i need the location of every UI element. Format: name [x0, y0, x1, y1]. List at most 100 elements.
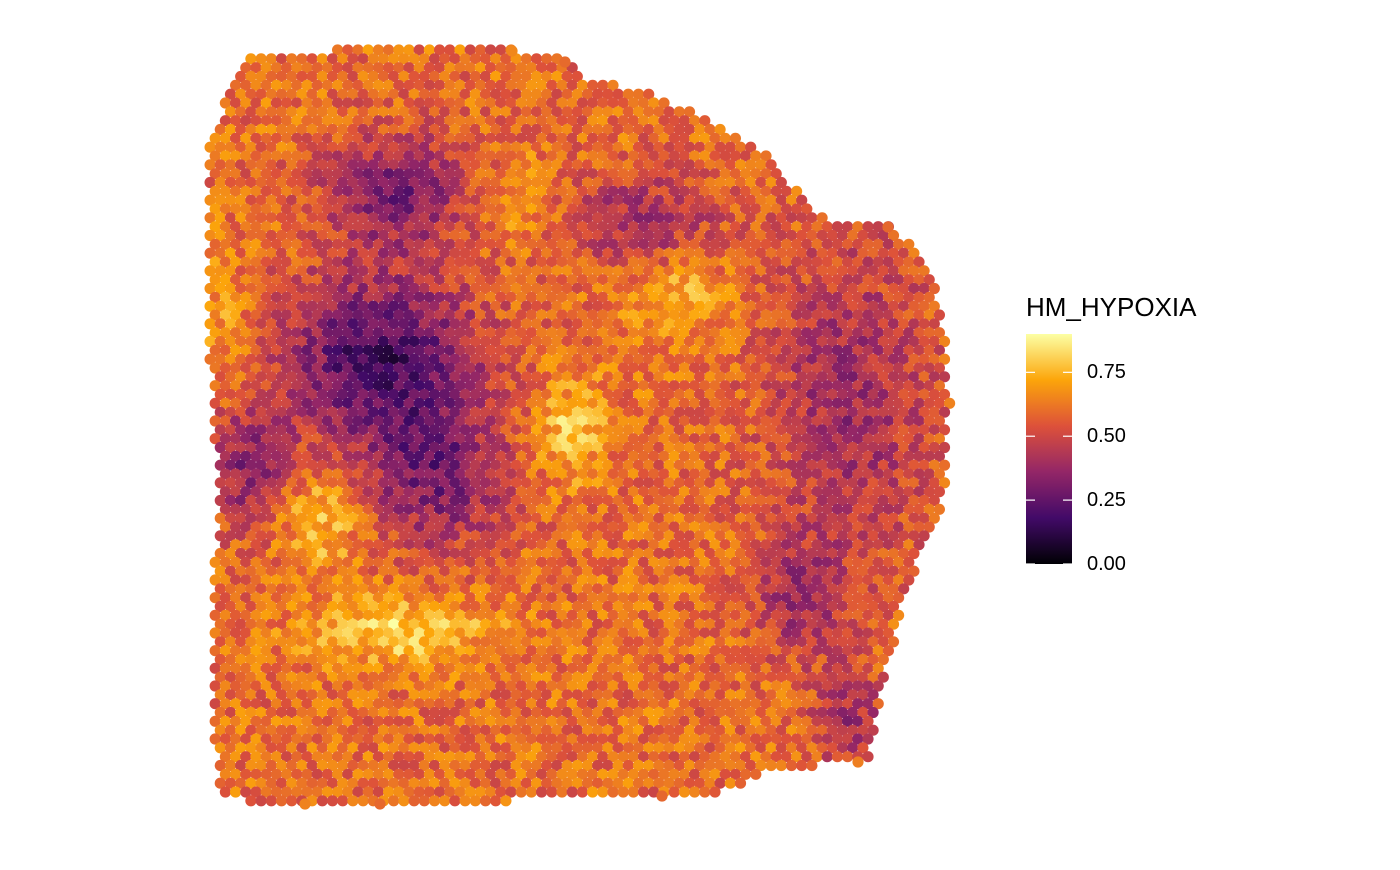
spot — [826, 353, 838, 365]
spot — [678, 185, 691, 197]
spot — [270, 168, 282, 180]
spot — [724, 565, 736, 577]
spot — [362, 274, 374, 286]
spot — [908, 265, 920, 277]
spot — [377, 194, 390, 206]
spot — [428, 424, 441, 436]
spot — [632, 123, 645, 136]
spot — [831, 627, 844, 639]
spot — [566, 362, 578, 374]
spot — [423, 680, 435, 692]
spot — [372, 185, 384, 197]
spot — [520, 724, 532, 736]
spot — [275, 123, 288, 136]
spot — [811, 344, 823, 356]
spot — [597, 521, 609, 533]
spot — [306, 106, 318, 118]
spot — [887, 424, 900, 436]
spot — [806, 653, 818, 666]
spot — [658, 627, 670, 639]
spot — [464, 415, 476, 427]
spot — [587, 115, 599, 127]
spot — [520, 618, 532, 630]
spot — [352, 521, 364, 533]
spot — [500, 689, 512, 701]
spot — [887, 318, 900, 330]
spot — [556, 380, 568, 392]
spot — [806, 300, 818, 312]
spot — [643, 653, 655, 666]
spot — [831, 486, 844, 498]
spot — [337, 653, 349, 666]
spot — [852, 450, 864, 462]
spot — [719, 150, 731, 162]
spot — [643, 318, 655, 330]
spot — [607, 680, 619, 692]
spot — [704, 371, 716, 383]
spot — [745, 424, 757, 436]
spot — [581, 512, 594, 524]
spot — [653, 353, 665, 365]
spot — [464, 362, 476, 374]
spot — [459, 353, 471, 365]
spot — [413, 662, 425, 674]
spot — [831, 609, 844, 621]
spot — [836, 459, 849, 471]
spot — [673, 706, 685, 719]
spot — [245, 671, 257, 683]
spot — [734, 583, 747, 595]
spot — [510, 388, 522, 401]
spot — [576, 592, 589, 604]
spot — [551, 70, 563, 83]
spot — [602, 141, 614, 153]
spot — [576, 221, 589, 233]
spot — [337, 706, 349, 719]
spot — [326, 88, 339, 100]
spot — [536, 539, 548, 551]
spot — [663, 371, 675, 383]
spot — [413, 221, 425, 233]
spot — [882, 574, 895, 586]
spot — [469, 618, 481, 630]
spot — [801, 539, 813, 551]
spot — [683, 494, 696, 507]
spot — [449, 636, 461, 648]
spot — [301, 203, 313, 215]
spot — [622, 636, 634, 648]
spot — [872, 556, 884, 568]
spot — [275, 530, 288, 542]
spot — [719, 344, 731, 356]
spot — [602, 159, 614, 171]
spot — [464, 521, 476, 533]
spot — [673, 583, 685, 595]
spot — [740, 274, 752, 286]
spot — [510, 459, 522, 471]
spot — [240, 680, 252, 692]
spot — [867, 371, 879, 383]
spot — [750, 609, 762, 621]
spot — [342, 168, 354, 180]
spot — [581, 406, 594, 418]
spot — [332, 185, 344, 197]
spot — [683, 247, 696, 259]
spot — [928, 459, 940, 471]
spot — [632, 424, 645, 436]
spot — [561, 583, 573, 595]
spot — [842, 433, 854, 445]
spot — [724, 229, 736, 242]
spot — [923, 503, 935, 515]
spot — [464, 574, 476, 586]
spot — [209, 715, 221, 727]
spot — [311, 97, 323, 109]
spot — [362, 680, 374, 692]
spot — [775, 212, 787, 224]
spot — [546, 168, 558, 180]
spot — [689, 309, 701, 321]
spot — [592, 547, 604, 560]
spot — [204, 176, 216, 189]
spot — [275, 494, 288, 507]
spot — [372, 203, 384, 215]
spot — [683, 265, 696, 277]
spot — [831, 238, 844, 250]
spot — [536, 344, 548, 356]
